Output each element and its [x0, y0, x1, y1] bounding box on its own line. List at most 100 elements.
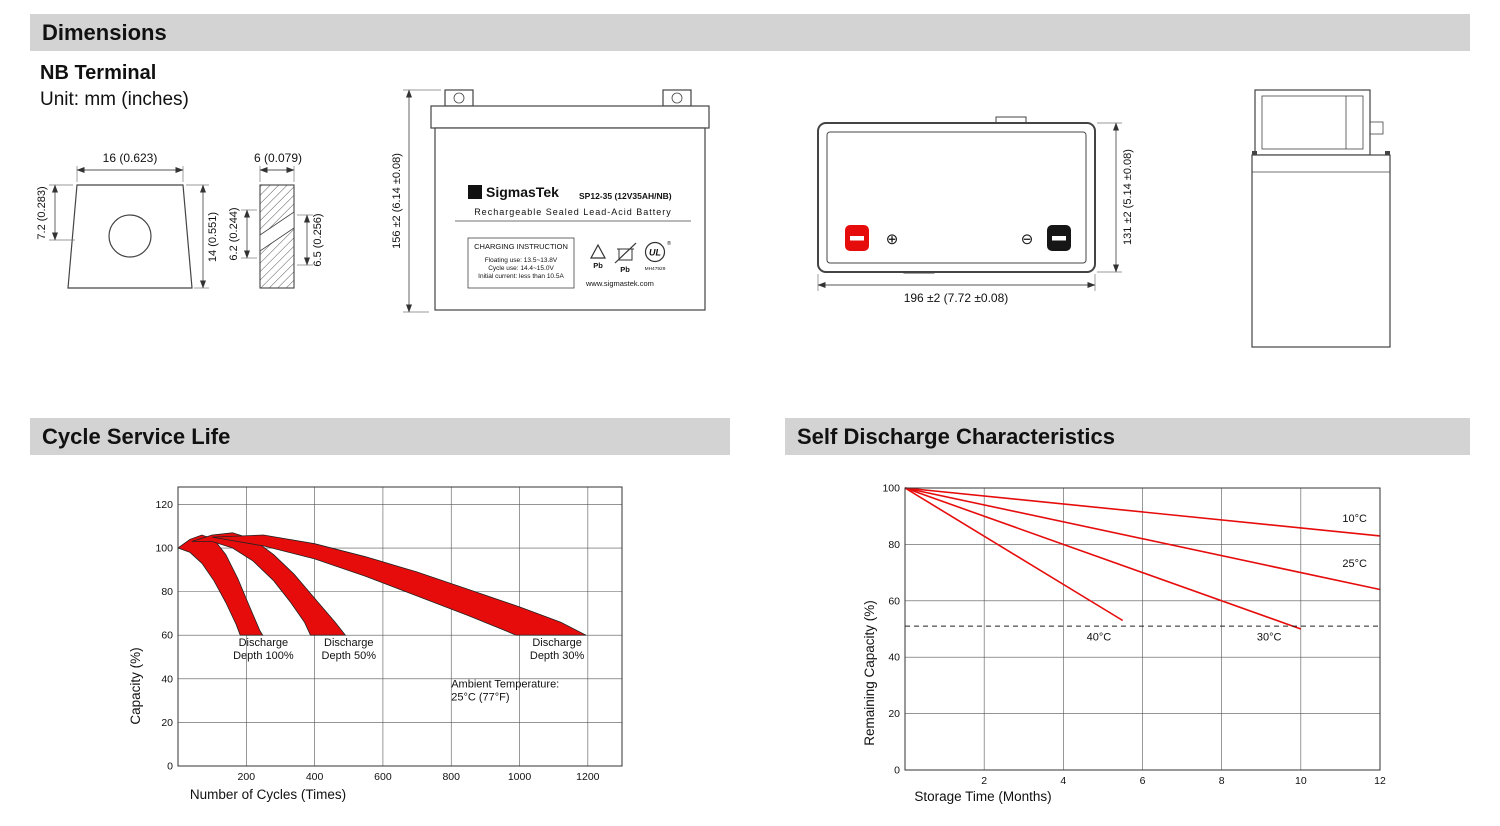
- battery-type-line: Rechargeable Sealed Lead-Acid Battery: [474, 207, 672, 217]
- x-tick-label: 800: [442, 771, 460, 783]
- x-axis-label: Number of Cycles (Times): [190, 787, 346, 802]
- y-axis-label: Capacity (%): [128, 647, 143, 724]
- chart-annotation: 10°C: [1342, 513, 1367, 525]
- top-width-dimension-group: 196 ±2 (7.72 ±0.08): [817, 274, 1096, 305]
- y-tick-label: 120: [155, 499, 173, 511]
- top-depth-dimension-group: 131 ±2 (5.14 ±0.08): [1097, 122, 1134, 273]
- chart-annotation: Discharge: [239, 637, 289, 649]
- top-case-outline: [817, 122, 1096, 273]
- terminal-post-circle: [108, 214, 152, 258]
- unit-label: Unit: mm (inches): [40, 89, 189, 110]
- chart-annotation: Discharge: [532, 637, 582, 649]
- x-tick-label: 12: [1374, 775, 1386, 787]
- negative-terminal-slot: [1052, 236, 1066, 241]
- terminal-width-dimension: 16 (0.623): [103, 151, 158, 165]
- recycle-pb-label: Pb: [593, 261, 603, 270]
- brand-name: SigmasTek: [486, 184, 559, 200]
- x-tick-label: 2: [981, 775, 987, 787]
- y-tick-label: 0: [167, 761, 173, 773]
- side-view-outline: [1251, 89, 1391, 348]
- dimensions-title: Dimensions: [42, 19, 167, 45]
- battery-label: Σ SigmasTek SP12-35 (12V35AH/NB) Recharg…: [455, 184, 691, 289]
- recycle-pb-icon: Pb: [589, 243, 607, 270]
- ul-mark-text: UL: [649, 248, 661, 258]
- side-cap-nub: [1369, 121, 1384, 135]
- no-trash-pb-icon: Pb: [614, 242, 637, 274]
- ul-registered-mark: ®: [667, 240, 671, 247]
- charging-instruction-title: CHARGING INSTRUCTION: [474, 242, 568, 251]
- side-cap-outer: [1254, 89, 1371, 156]
- terminal-front-view: 16 (0.623) 7.2 (0.283) 14 (0.551): [36, 151, 219, 289]
- brand-logo-glyph: Σ: [472, 187, 479, 199]
- model-number: SP12-35 (12V35AH/NB): [579, 191, 672, 201]
- chart-annotation: Depth 100%: [233, 650, 294, 662]
- positive-symbol: ⊕: [886, 231, 899, 248]
- y-tick-label: 100: [882, 483, 900, 495]
- chart-annotation: 25°C (77°F): [451, 692, 509, 704]
- battery-top-view: ⊕ ⊖ 196 ±2 (7.72 ±0.08) 131 ±2 (5.14 ±0.…: [817, 116, 1134, 305]
- x-tick-label: 4: [1060, 775, 1066, 787]
- y-tick-label: 100: [155, 543, 173, 555]
- side-cap-inner: [1261, 95, 1364, 150]
- front-height-dimension: 156 ±2 (6.14 ±0.08): [391, 153, 403, 249]
- terminal-section-slot: [259, 211, 295, 252]
- x-tick-label: 200: [238, 771, 256, 783]
- x-tick-label: 600: [374, 771, 392, 783]
- x-tick-label: 8: [1219, 775, 1225, 787]
- dimensions-section-header: Dimensions: [30, 14, 1470, 51]
- section-outer-dimension: 6.5 (0.256): [312, 213, 324, 266]
- y-tick-label: 40: [161, 673, 173, 685]
- temperature-series-line: [904, 487, 1381, 537]
- chart-annotation: 40°C: [1087, 631, 1112, 643]
- chart-annotation: 30°C: [1257, 631, 1282, 643]
- charging-line-initial: Initial current: less than 10.5A: [478, 273, 564, 280]
- chart-annotation: Depth 30%: [530, 650, 585, 662]
- x-tick-label: 6: [1140, 775, 1146, 787]
- cycle-service-life-chart: 200 400 600 800 1000 1200 0 20 40 60 80 100 120 Disch…: [128, 486, 623, 802]
- negative-symbol: ⊖: [1021, 231, 1034, 248]
- x-tick-label: 400: [306, 771, 324, 783]
- charging-instruction-box: [467, 237, 575, 289]
- battery-front-outline: [430, 89, 710, 311]
- x-axis-label: Storage Time (Months): [914, 789, 1051, 804]
- y-tick-label: 40: [888, 652, 900, 664]
- self-discharge-chart: 2 4 6 8 10 12 0 20 40 60 80 100 10°C 25°C 30°C 40°C Rema…: [862, 483, 1386, 805]
- trash-pb-label: Pb: [620, 265, 630, 274]
- chart-annotation: Ambient Temperature:: [451, 679, 559, 691]
- cycle-service-life-title: Cycle Service Life: [42, 423, 231, 449]
- top-view-outline: [817, 116, 1096, 274]
- positive-terminal-slot: [850, 236, 864, 241]
- y-tick-label: 80: [888, 539, 900, 551]
- chart-annotation: Discharge: [324, 637, 374, 649]
- self-discharge-title: Self Discharge Characteristics: [797, 423, 1115, 449]
- front-right-terminal: [662, 89, 692, 107]
- discharge-depth-band: [212, 534, 587, 636]
- x-tick-label: 1000: [508, 771, 532, 783]
- plot-border: [904, 487, 1381, 771]
- terminal-detail-diagram: 16 (0.623) 7.2 (0.283) 14 (0.551) 6 (0.0…: [36, 151, 324, 289]
- ul-file-number: MH47929: [645, 266, 666, 272]
- chart-annotation: Depth 50%: [322, 650, 377, 662]
- top-depth-dimension: 131 ±2 (5.14 ±0.08): [1122, 149, 1134, 245]
- front-case: [434, 127, 706, 311]
- cycle-service-life-header: Cycle Service Life: [30, 418, 730, 455]
- terminal-full-height-dimension: 14 (0.551): [207, 212, 219, 262]
- self-discharge-header: Self Discharge Characteristics: [785, 418, 1470, 455]
- section-width-dimension: 6 (0.079): [254, 151, 302, 165]
- front-left-terminal: [444, 89, 474, 107]
- y-axis-label: Remaining Capacity (%): [862, 600, 877, 746]
- plot-border: [177, 486, 623, 767]
- y-tick-label: 20: [161, 717, 173, 729]
- terminal-partial-height-dimension: 7.2 (0.283): [36, 186, 48, 239]
- temperature-series-line: [904, 487, 1381, 591]
- y-tick-label: 20: [888, 708, 900, 720]
- x-tick-label: 1200: [576, 771, 600, 783]
- temperature-series-line: [904, 487, 1302, 630]
- charging-line-floating: Floating use: 13.5~13.8V: [485, 257, 558, 264]
- website-url: www.sigmastek.com: [585, 279, 654, 288]
- battery-side-view: [1251, 89, 1391, 348]
- battery-front-view: 156 ±2 (6.14 ±0.08) Σ SigmasTek SP12-35 …: [391, 89, 710, 313]
- x-tick-label: 10: [1295, 775, 1307, 787]
- charging-line-cycle: Cycle use: 14.4~15.0V: [488, 265, 554, 272]
- y-tick-label: 80: [161, 586, 173, 598]
